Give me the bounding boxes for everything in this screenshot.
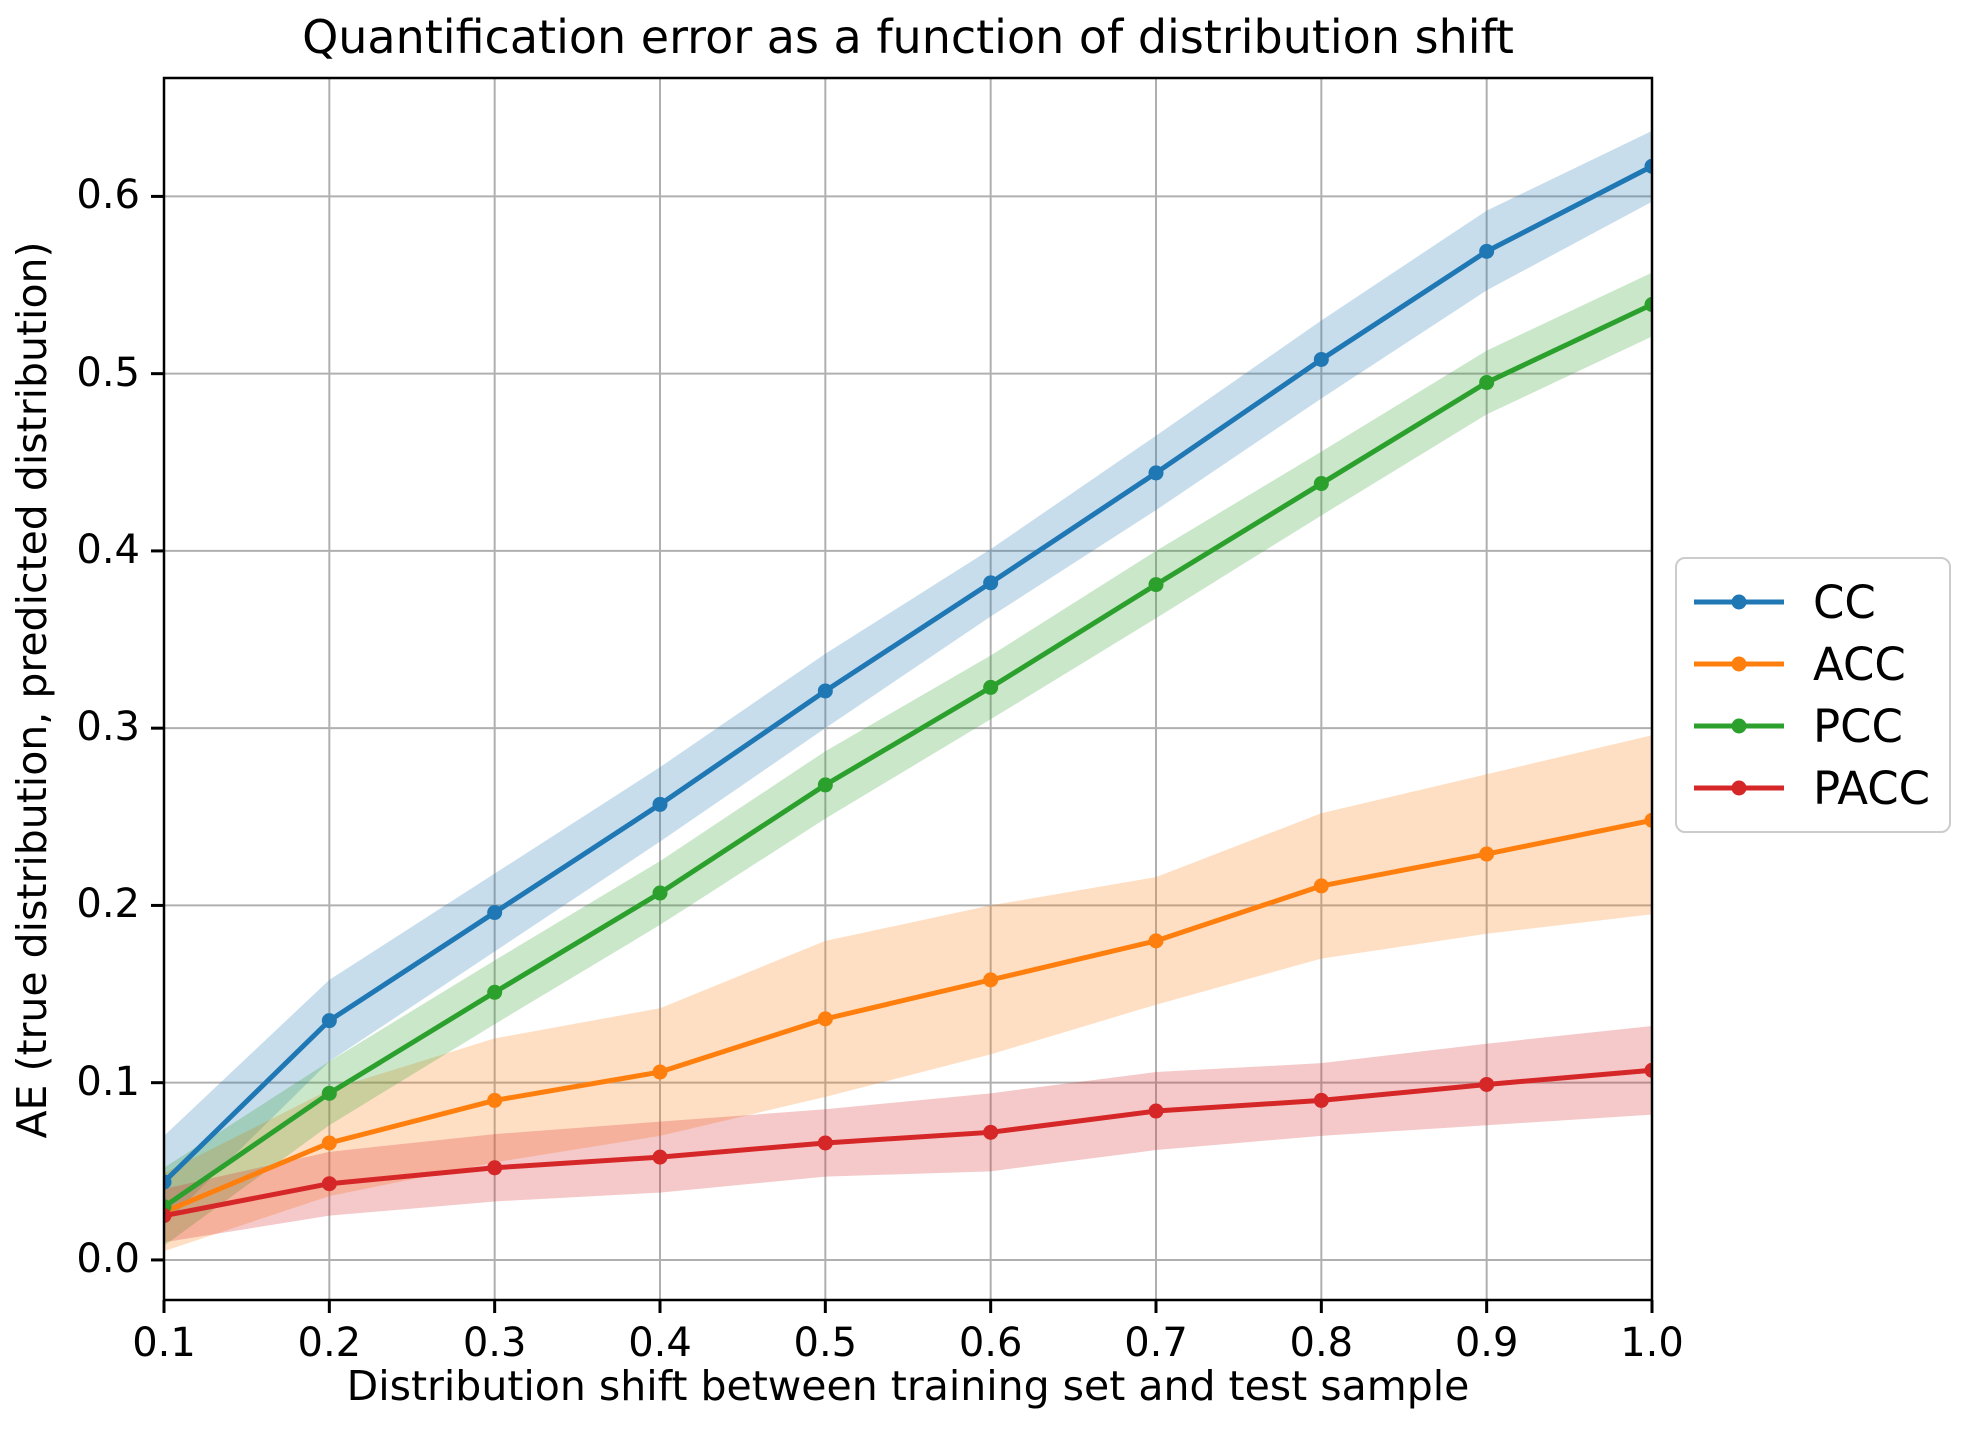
legend-label: PCC: [1813, 699, 1903, 753]
x-tick-label: 0.5: [793, 1320, 858, 1366]
data-point-cc: [321, 1013, 337, 1029]
data-point-cc: [652, 796, 668, 812]
band-acc: [164, 735, 1652, 1252]
data-point-pacc: [983, 1124, 999, 1140]
tick-marks: [151, 194, 1654, 1313]
data-point-pacc: [1479, 1076, 1495, 1092]
band-pcc: [164, 272, 1652, 1246]
legend-label: CC: [1813, 575, 1876, 629]
data-point-acc: [1479, 846, 1495, 862]
data-point-pacc: [487, 1160, 503, 1176]
data-point-acc: [983, 972, 999, 988]
y-axis-label: AE (true distribution, predicted distrib…: [8, 241, 56, 1139]
y-tick-label: 0.4: [76, 526, 140, 573]
data-point-pacc: [1148, 1103, 1164, 1119]
y-tick-label: 0.0: [76, 1235, 140, 1282]
data-point-pacc: [1644, 1062, 1652, 1078]
data-point-cc: [1479, 243, 1495, 259]
data-point-acc: [321, 1135, 337, 1151]
x-tick-label: 0.3: [462, 1320, 527, 1366]
data-point-pcc: [1644, 297, 1652, 313]
data-point-pcc: [1479, 375, 1495, 391]
data-point-cc: [1148, 465, 1164, 481]
legend-line-sample-cc: [1694, 594, 1784, 610]
legend-line-sample-pcc: [1694, 718, 1784, 734]
confidence-bands: [164, 130, 1652, 1252]
y-tick-label: 0.2: [76, 881, 140, 928]
y-tick-label: 0.5: [76, 349, 140, 396]
x-tick-label: 0.1: [132, 1320, 196, 1366]
legend-line-sample-acc: [1694, 656, 1784, 672]
data-point-cc: [817, 683, 833, 699]
x-tick-label: 0.9: [1454, 1320, 1519, 1366]
data-point-acc: [652, 1064, 668, 1080]
data-point-cc: [1313, 351, 1329, 367]
data-point-pacc: [164, 1208, 172, 1224]
x-tick-label: 0.4: [628, 1320, 692, 1366]
data-point-pacc: [652, 1149, 668, 1165]
x-tick-label: 0.6: [958, 1320, 1023, 1366]
legend-label: PACC: [1813, 761, 1931, 815]
x-tick-label: 0.7: [1124, 1320, 1188, 1366]
legend-item-cc: CC: [1691, 571, 1935, 633]
data-point-pcc: [1313, 476, 1329, 492]
data-point-pcc: [321, 1085, 337, 1101]
data-point-cc: [164, 1174, 172, 1190]
legend-label: ACC: [1813, 637, 1906, 691]
y-tick-label: 0.6: [76, 172, 140, 219]
axes-spines: [162, 76, 1654, 1302]
data-point-acc: [1148, 933, 1164, 949]
chart-title: Quantification error as a function of di…: [302, 10, 1514, 64]
data-point-pcc: [487, 984, 503, 1000]
data-point-acc: [1644, 812, 1652, 828]
series-pacc: [164, 1062, 1652, 1224]
y-tick-label: 0.3: [76, 704, 140, 751]
x-axis-label: Distribution shift between training set …: [346, 1362, 1470, 1410]
data-point-pacc: [321, 1176, 337, 1192]
data-point-pcc: [817, 777, 833, 793]
data-point-cc: [1644, 158, 1652, 174]
x-tick-label: 0.2: [297, 1320, 362, 1366]
data-point-cc: [983, 575, 999, 591]
data-point-pcc: [1148, 577, 1164, 593]
data-point-acc: [817, 1011, 833, 1027]
x-tick-label: 0.8: [1289, 1320, 1354, 1366]
data-point-cc: [487, 905, 503, 921]
legend-line-sample-pacc: [1694, 780, 1784, 796]
data-point-acc: [487, 1092, 503, 1108]
series-lines: [164, 158, 1652, 1224]
series-pcc: [164, 297, 1652, 1215]
data-point-pcc: [983, 679, 999, 695]
band-pacc: [164, 1025, 1652, 1243]
series-cc: [164, 158, 1652, 1190]
data-point-pacc: [817, 1135, 833, 1151]
y-tick-label: 0.1: [76, 1058, 140, 1105]
x-tick-label: 1.0: [1620, 1320, 1684, 1366]
band-cc: [164, 130, 1652, 1225]
legend: CC ACC PCC PACC: [1675, 557, 1951, 833]
data-point-pacc: [1313, 1092, 1329, 1108]
legend-item-acc: ACC: [1691, 633, 1935, 695]
legend-item-pcc: PCC: [1691, 695, 1935, 757]
data-point-pcc: [652, 885, 668, 901]
legend-item-pacc: PACC: [1691, 757, 1935, 819]
data-point-acc: [1313, 878, 1329, 894]
